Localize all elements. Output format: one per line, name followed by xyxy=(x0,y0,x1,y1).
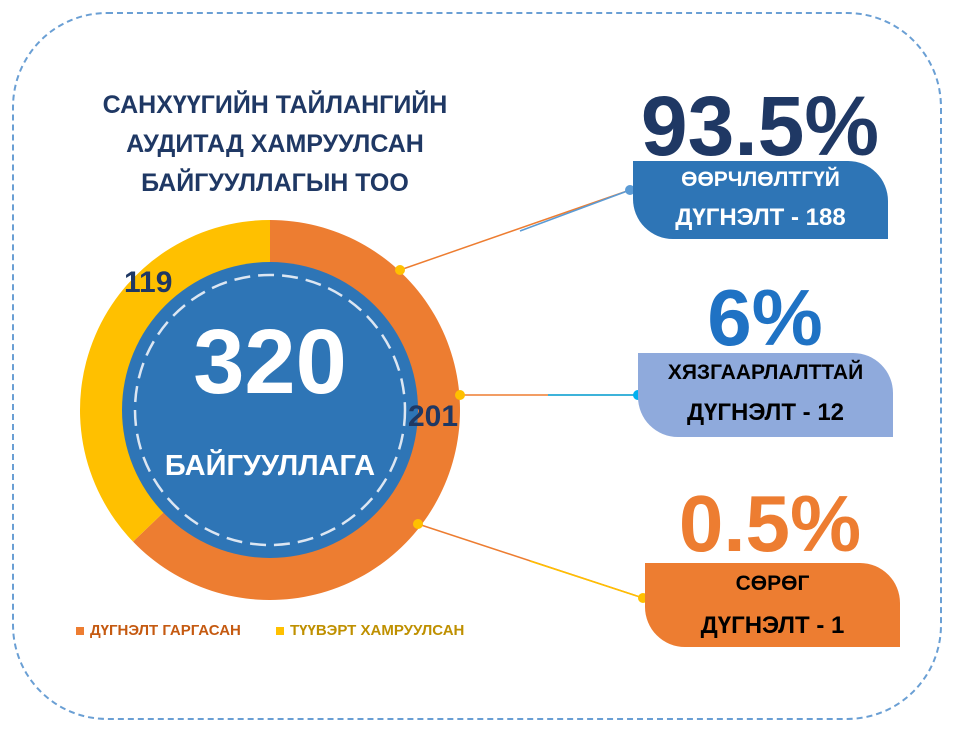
leader-dot xyxy=(413,519,423,529)
box-line: ХЯЗГААРЛАЛТТАЙ xyxy=(667,361,864,384)
center-dashed-ring xyxy=(133,273,407,547)
leader-dot xyxy=(455,390,465,400)
legend-item-orange: ДҮГНЭЛТ ГАРГАСАН xyxy=(76,622,241,639)
legend-label: ТҮҮВЭРТ ХАМРУУЛСАН xyxy=(290,622,465,639)
leader-dot xyxy=(625,185,635,195)
total-count: 320 xyxy=(193,311,347,413)
title-line: САНХҮҮГИЙН ТАЙЛАНГИЙН xyxy=(102,91,448,119)
legend-swatch xyxy=(76,626,84,635)
value-label-orange: 201 xyxy=(408,400,459,433)
value-label-yellow: 119 xyxy=(124,266,173,299)
box-line: ДҮГНЭЛТ - 12 xyxy=(686,399,845,426)
legend-label: ДҮГНЭЛТ ГАРГАСАН xyxy=(90,622,241,639)
box-line: СӨРӨГ xyxy=(735,572,810,595)
legend-swatch xyxy=(276,626,284,635)
percent-unchanged: 93.5% xyxy=(640,79,880,173)
title-line: АУДИТАД ХАМРУУЛСАН xyxy=(126,130,424,158)
box-line: ӨӨРЧЛӨЛТГҮЙ xyxy=(681,168,840,191)
leader-dot xyxy=(395,265,405,275)
adverse-opinion-box: СӨРӨГ ДҮГНЭЛТ - 1 xyxy=(645,563,900,647)
leader-line-1 xyxy=(399,189,631,271)
percent-qualified: 6% xyxy=(707,273,823,362)
unchanged-opinion-box: ӨӨРЧЛӨЛТГҮЙ ДҮГНЭЛТ - 188 xyxy=(633,161,888,239)
donut-slice-yellow xyxy=(79,219,270,542)
chart-title: САНХҮҮГИЙН ТАЙЛАНГИЙН АУДИТАД ХАМРУУЛСАН… xyxy=(60,86,490,203)
box-line: ДҮГНЭЛТ - 1 xyxy=(700,612,845,639)
total-unit: БАЙГУУЛЛАГА xyxy=(164,450,376,482)
title-line: БАЙГУУЛЛАГЫН ТОО xyxy=(141,169,409,197)
legend-item-yellow: ТҮҮВЭРТ ХАМРУУЛСАН xyxy=(276,622,464,639)
qualified-opinion-box: ХЯЗГААРЛАЛТТАЙ ДҮГНЭЛТ - 12 xyxy=(638,353,893,437)
percent-adverse: 0.5% xyxy=(678,479,862,568)
leader-lines xyxy=(395,185,648,603)
box-line: ДҮГНЭЛТ - 188 xyxy=(675,204,846,231)
center-disc xyxy=(122,262,418,558)
dashed-frame xyxy=(12,12,942,720)
